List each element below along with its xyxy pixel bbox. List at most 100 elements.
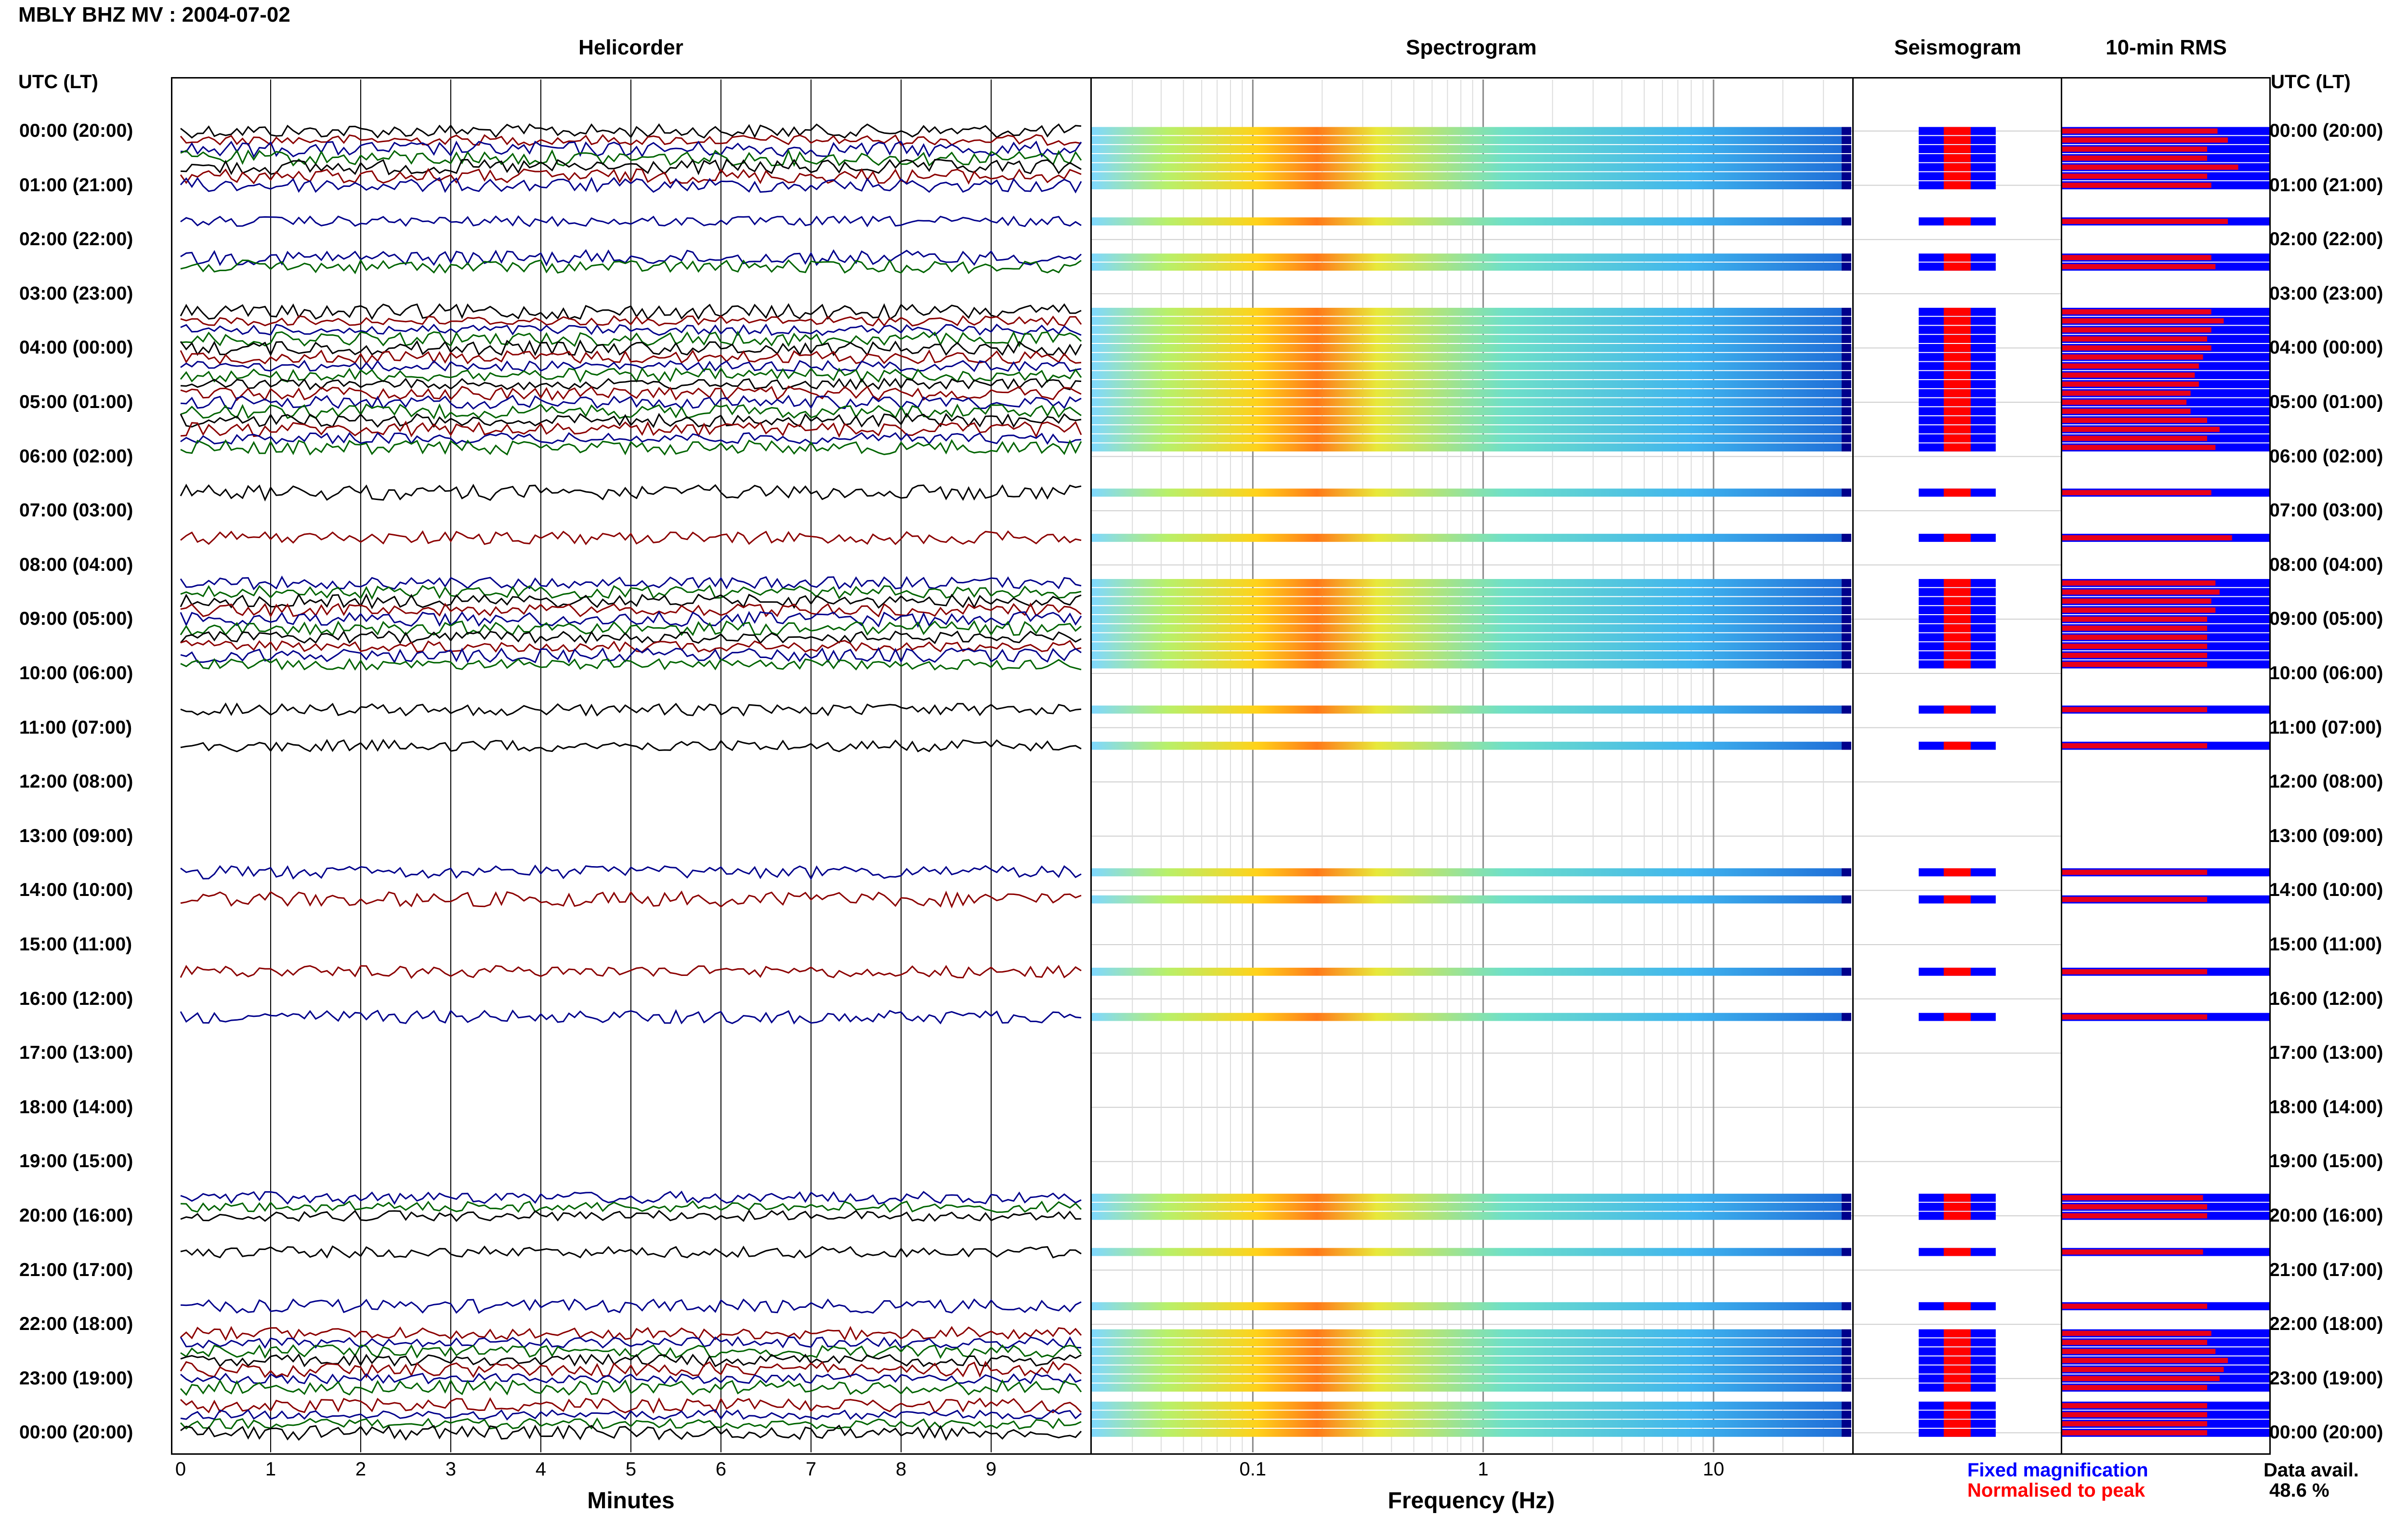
right-time-label: 14:00 (10:00) — [2269, 880, 2383, 901]
seismogram-normalised — [1944, 353, 1971, 361]
spectrogram-band — [1092, 651, 1842, 659]
helicorder-trace — [180, 303, 1082, 320]
spectrogram-band — [1092, 326, 1842, 334]
spectrogram-band — [1092, 588, 1842, 596]
helicorder-trace — [180, 367, 1082, 383]
rms-normalised-bar — [2062, 1204, 2207, 1210]
rms-normalised-bar — [2062, 1430, 2207, 1435]
rms-normalised-bar — [2062, 390, 2191, 396]
spectrogram-band — [1092, 615, 1842, 623]
rms-normalised-bar — [2062, 128, 2218, 134]
rms-normalised-bar — [2062, 372, 2195, 378]
spectrogram-band — [1092, 895, 1842, 904]
spectrogram-band — [1092, 263, 1842, 271]
rms-normalised-bar — [2062, 445, 2216, 450]
spectrogram-band — [1092, 1356, 1842, 1365]
helicorder-trace — [180, 640, 1082, 653]
helicorder-trace — [180, 403, 1082, 420]
spectrogram-edge — [1842, 371, 1851, 380]
seismogram-normalised — [1944, 362, 1971, 370]
frequency-tick-label: 10 — [1702, 1459, 1725, 1480]
rms-normalised-bar — [2062, 137, 2228, 143]
rms-normalised-bar — [2062, 146, 2207, 152]
spectrogram-edge — [1842, 651, 1851, 659]
helicorder-trace — [180, 385, 1082, 401]
seismogram-normalised — [1944, 163, 1971, 171]
rms-normalised-bar — [2062, 155, 2207, 161]
helicorder-trace — [180, 359, 1082, 372]
helicorder-trace — [180, 1200, 1082, 1213]
spectrogram-band — [1092, 1013, 1842, 1021]
rms-normalised-bar — [2062, 969, 2207, 974]
helicorder-trace — [180, 658, 1082, 671]
rms-normalised-bar — [2062, 1249, 2203, 1255]
data-availability-value: 48.6 % — [2269, 1480, 2329, 1501]
spectrogram-band — [1092, 1338, 1842, 1347]
spectrogram-band — [1092, 307, 1842, 316]
spectrogram-panel-title: Spectrogram — [1406, 36, 1537, 59]
plot-title: MBLY BHZ MV : 2004-07-02 — [18, 3, 290, 26]
seismogram-normalised — [1944, 967, 1971, 976]
spectrogram-band — [1092, 398, 1842, 407]
seismogram-normalised — [1944, 1410, 1971, 1419]
helicorder-trace — [180, 647, 1082, 664]
spectrogram-edge — [1842, 380, 1851, 388]
helicorder-trace — [180, 1245, 1082, 1259]
spectrogram-band — [1092, 154, 1842, 162]
spectrogram-edge — [1842, 615, 1851, 623]
spectrogram-band — [1092, 488, 1842, 497]
legend-fixed-magnification: Fixed magnification — [1967, 1460, 2148, 1481]
spectrogram-edge — [1842, 597, 1851, 606]
spectrogram-band — [1092, 660, 1842, 669]
seismogram-normalised — [1944, 1338, 1971, 1347]
seismogram-normalised — [1944, 1347, 1971, 1356]
right-time-label: 07:00 (03:00) — [2269, 500, 2383, 521]
rms-normalised-bar — [2062, 399, 2186, 405]
left-time-label: 14:00 (10:00) — [19, 880, 133, 901]
rms-normalised-bar — [2062, 1303, 2207, 1309]
spectrogram-edge — [1842, 1401, 1851, 1410]
left-time-label: 11:00 (07:00) — [19, 717, 132, 738]
right-time-label: 13:00 (09:00) — [2269, 825, 2383, 846]
seismogram-normalised — [1944, 633, 1971, 642]
rms-normalised-bar — [2062, 644, 2207, 649]
minute-tick-label: 9 — [985, 1459, 997, 1480]
left-time-label: 02:00 (22:00) — [19, 229, 133, 250]
seismogram-normalised — [1944, 425, 1971, 434]
rms-normalised-bar — [2062, 743, 2207, 749]
right-time-label: 11:00 (07:00) — [2269, 717, 2382, 738]
left-time-label: 01:00 (21:00) — [19, 174, 133, 196]
right-time-label: 02:00 (22:00) — [2269, 229, 2383, 250]
spectrogram-band — [1092, 344, 1842, 352]
rms-normalised-bar — [2062, 661, 2207, 667]
left-time-label: 21:00 (17:00) — [19, 1259, 133, 1280]
helicorder-trace — [180, 123, 1082, 139]
helicorder-trace — [180, 1336, 1082, 1349]
spectrogram-edge — [1842, 316, 1851, 325]
spectrogram-edge — [1842, 633, 1851, 642]
spectrogram-edge — [1842, 1365, 1851, 1374]
spectrogram-band — [1092, 181, 1842, 189]
seismogram-normalised — [1944, 1365, 1971, 1374]
seismogram-normalised — [1944, 1329, 1971, 1338]
helicorder-trace — [180, 176, 1082, 194]
minute-tick-label: 0 — [175, 1459, 186, 1480]
rms-normalised-bar — [2062, 264, 2216, 269]
seismogram-normalised — [1944, 895, 1971, 904]
seismogram-normalised — [1944, 1211, 1971, 1220]
left-time-label: 05:00 (01:00) — [19, 392, 133, 412]
legend-normalised-to-peak: Normalised to peak — [1967, 1480, 2146, 1501]
rms-normalised-bar — [2062, 1376, 2220, 1382]
spectrogram-band — [1092, 443, 1842, 452]
seismogram-normalised — [1944, 389, 1971, 397]
spectrogram-edge — [1842, 163, 1851, 171]
helicorder-trace — [180, 323, 1082, 336]
rms-normalised-bar — [2062, 382, 2199, 387]
spectrogram-edge — [1842, 1420, 1851, 1428]
spectrogram-band — [1092, 1194, 1842, 1202]
right-time-label: 19:00 (15:00) — [2269, 1151, 2383, 1172]
seismogram-normalised — [1944, 335, 1971, 343]
rms-normalised-bar — [2062, 1421, 2207, 1427]
seismogram-normalised — [1944, 1401, 1971, 1410]
spectrogram-edge — [1842, 579, 1851, 587]
